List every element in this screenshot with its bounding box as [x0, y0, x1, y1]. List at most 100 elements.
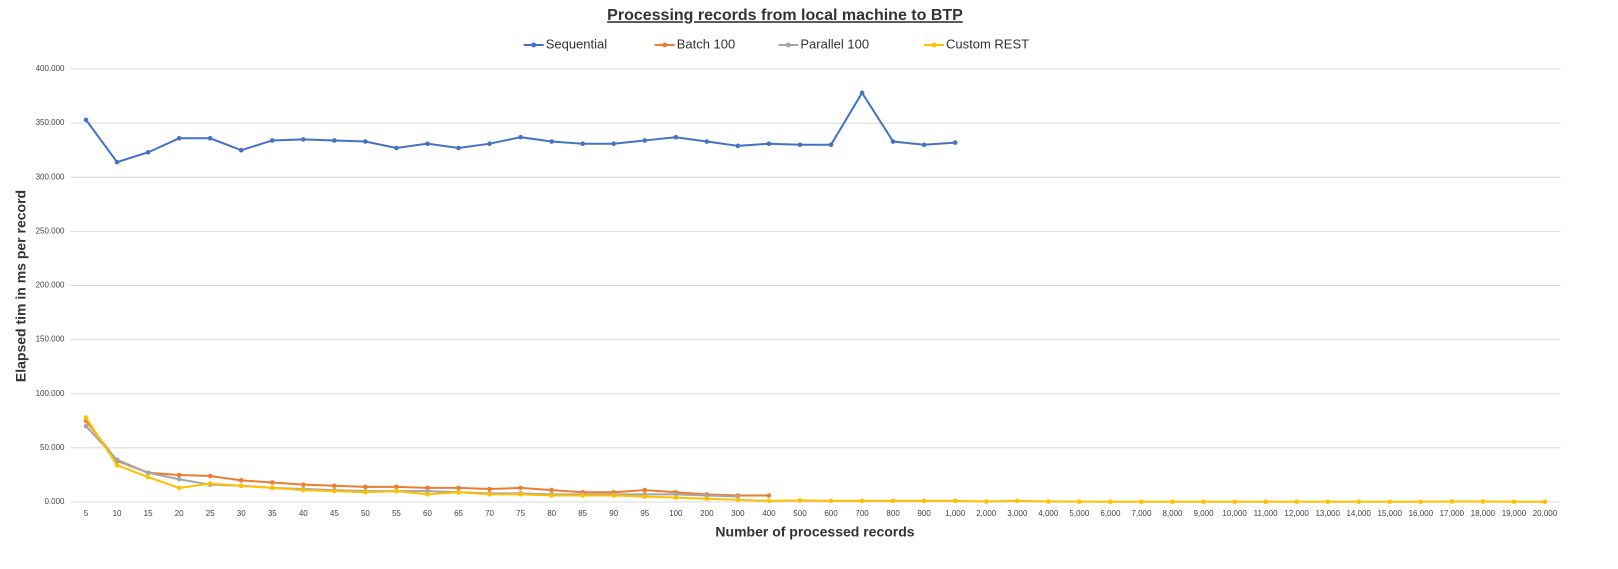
y-tick-label: 100.000: [36, 389, 65, 398]
x-tick-label: 14,000: [1346, 509, 1371, 518]
legend-marker: [662, 42, 668, 48]
point-marker: [1511, 499, 1517, 505]
point-marker: [766, 498, 772, 504]
point-marker: [611, 493, 617, 498]
y-tick-label: 50.000: [40, 443, 65, 452]
x-tick-label: 19,000: [1502, 509, 1527, 518]
point-marker: [828, 142, 834, 148]
point-marker: [890, 498, 896, 504]
x-tick-label: 700: [855, 509, 869, 518]
point-marker: [1325, 499, 1330, 505]
point-marker: [1232, 499, 1237, 505]
point-marker: [766, 141, 772, 146]
x-axis-label: Number of processed records: [715, 524, 914, 540]
point-marker: [83, 423, 89, 429]
x-tick-label: 40: [299, 509, 308, 518]
point-marker: [735, 494, 741, 499]
x-tick-label: 600: [824, 509, 838, 518]
point-marker: [518, 485, 523, 491]
point-marker: [114, 462, 120, 468]
legend-label: Sequential: [546, 36, 608, 51]
point-marker: [207, 135, 213, 141]
point-marker: [207, 473, 213, 479]
point-marker: [176, 476, 182, 482]
legend-label: Parallel 100: [800, 36, 869, 51]
point-marker: [518, 492, 523, 497]
point-marker: [176, 472, 182, 478]
point-marker: [580, 493, 585, 498]
x-tick-label: 20: [175, 509, 184, 518]
x-tick-label: 1,000: [945, 509, 966, 518]
point-marker: [83, 415, 89, 420]
x-tick-label: 15,000: [1378, 509, 1403, 518]
point-marker: [1387, 499, 1393, 505]
x-tick-label: 50: [361, 509, 370, 518]
point-marker: [549, 487, 554, 493]
point-marker: [735, 497, 741, 503]
point-marker: [332, 138, 337, 143]
point-marker: [238, 147, 244, 153]
x-tick-label: 75: [516, 509, 525, 518]
x-tick-label: 9,000: [1194, 509, 1215, 518]
x-tick-label: 200: [700, 509, 714, 518]
x-tick-label: 18,000: [1471, 509, 1496, 518]
point-marker: [673, 492, 679, 497]
series-line: [85, 420, 769, 497]
point-marker: [487, 141, 492, 146]
point-marker: [549, 139, 554, 144]
point-marker: [487, 492, 492, 497]
point-marker: [425, 141, 430, 146]
point-marker: [952, 140, 958, 145]
y-tick-label: 250.000: [36, 226, 65, 235]
point-marker: [83, 117, 89, 123]
point-marker: [1449, 499, 1455, 504]
point-marker: [642, 138, 648, 143]
x-tick-label: 55: [392, 509, 401, 518]
legend-label: Batch 100: [677, 36, 736, 51]
x-tick-label: 8,000: [1162, 509, 1183, 518]
point-marker: [114, 457, 120, 463]
y-tick-label: 0.000: [44, 497, 65, 506]
point-marker: [456, 489, 461, 495]
x-tick-label: 300: [731, 509, 745, 518]
series-line: [85, 417, 1545, 503]
x-tick-label: 35: [268, 509, 277, 518]
point-marker: [207, 481, 213, 486]
x-tick-label: 900: [917, 509, 931, 518]
point-marker: [704, 139, 710, 144]
x-tick-label: 65: [454, 509, 463, 518]
point-marker: [518, 134, 523, 140]
x-tick-label: 11,000: [1254, 509, 1278, 518]
point-marker: [1046, 499, 1051, 504]
y-tick-label: 200.000: [36, 281, 65, 290]
point-marker: [1294, 499, 1299, 505]
x-tick-label: 90: [609, 509, 618, 518]
point-marker: [921, 142, 927, 148]
y-tick-label: 300.000: [36, 172, 65, 181]
point-marker: [425, 485, 430, 491]
point-marker: [301, 482, 306, 487]
point-marker: [797, 142, 803, 148]
x-tick-label: 60: [423, 509, 432, 518]
point-marker: [145, 470, 151, 476]
legend-marker: [931, 42, 937, 48]
point-marker: [394, 488, 399, 494]
point-marker: [1014, 498, 1020, 504]
point-marker: [1356, 499, 1362, 505]
x-tick-label: 25: [206, 509, 215, 518]
point-marker: [269, 485, 275, 491]
x-tick-label: 17,000: [1440, 509, 1465, 518]
point-marker: [1263, 499, 1268, 505]
y-tick-label: 400.000: [36, 64, 65, 73]
x-tick-label: 16,000: [1409, 509, 1434, 518]
point-marker: [487, 486, 492, 492]
point-marker: [611, 141, 617, 146]
x-tick-label: 5,000: [1069, 509, 1090, 518]
point-marker: [828, 498, 834, 504]
point-marker: [238, 478, 244, 483]
x-tick-label: 10,000: [1222, 509, 1247, 518]
point-marker: [1170, 499, 1175, 505]
point-marker: [456, 485, 461, 491]
x-tick-label: 45: [330, 509, 339, 518]
